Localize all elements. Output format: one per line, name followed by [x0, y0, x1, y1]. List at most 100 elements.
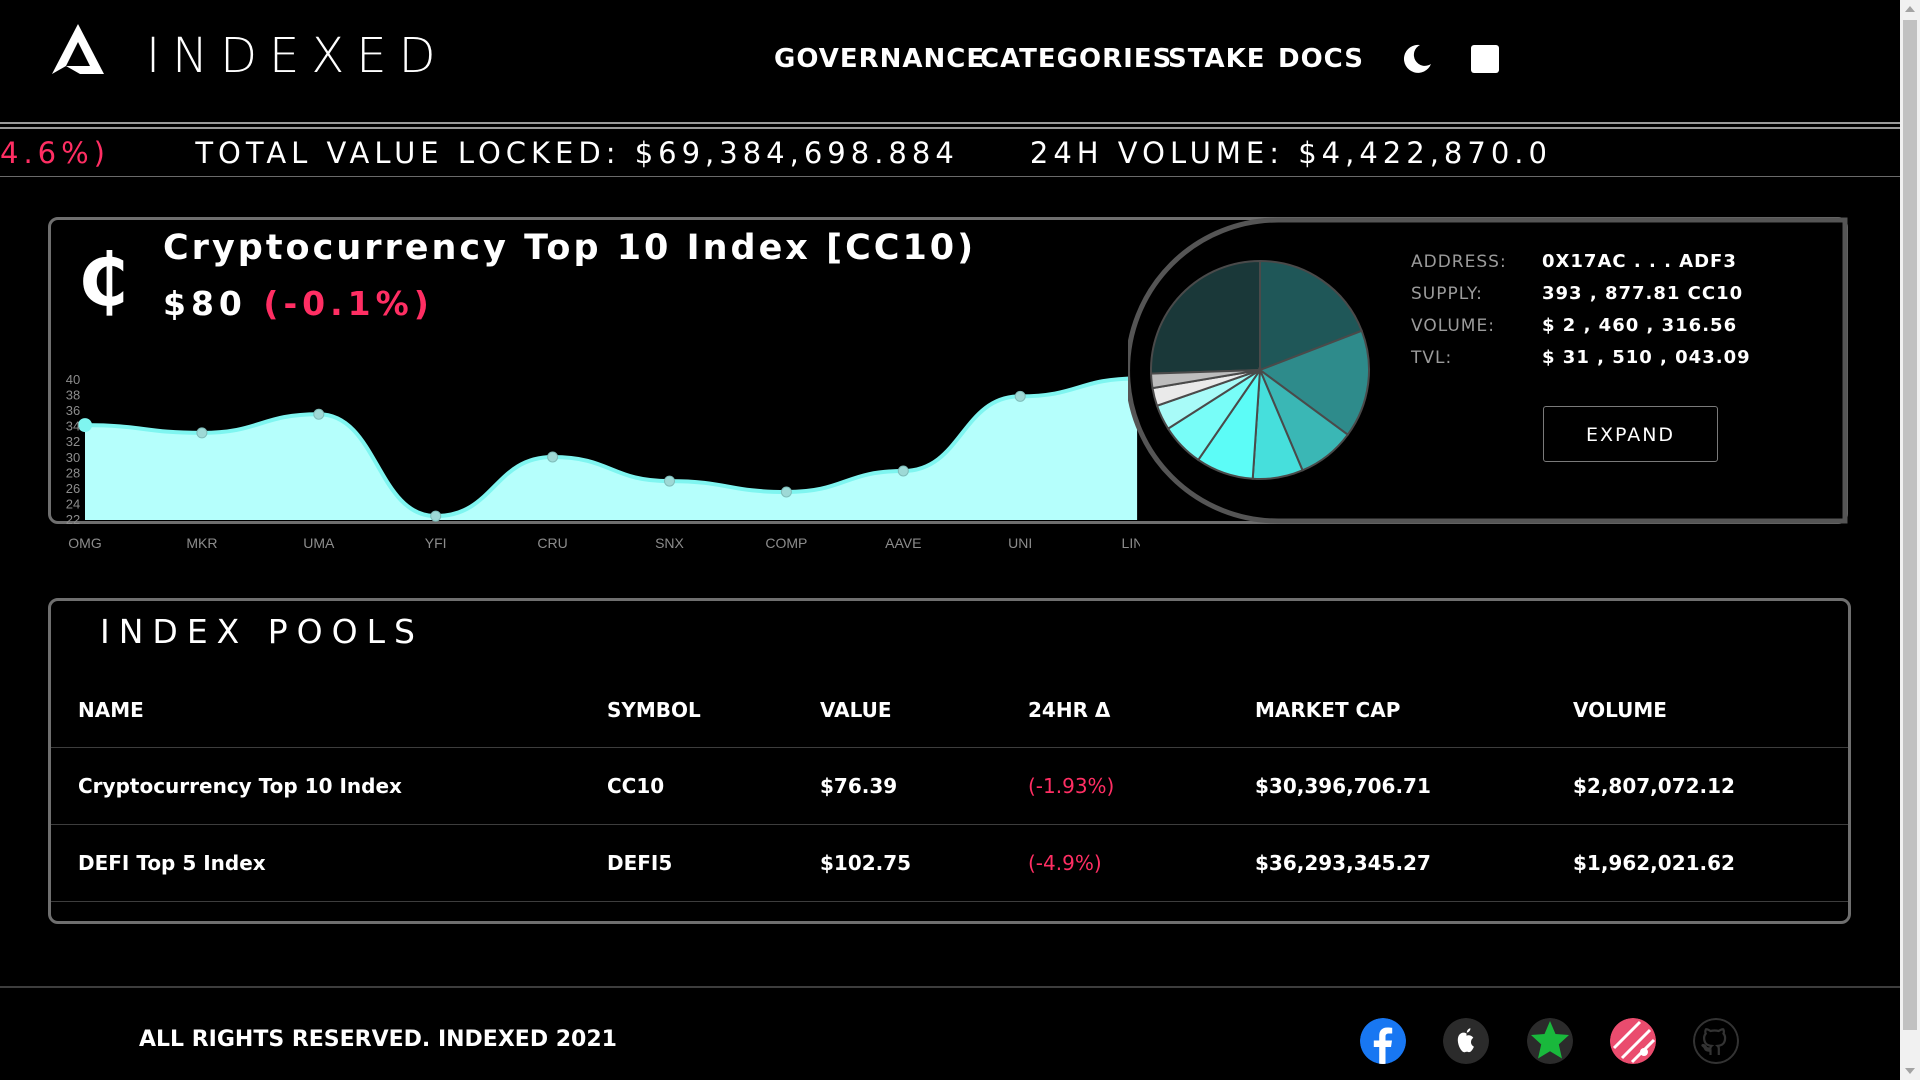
address-value: 0X17AC . . . ADF3 [1542, 251, 1737, 272]
pool-value: $102.75 [820, 851, 912, 875]
row-divider [51, 824, 1848, 825]
data-point[interactable] [547, 451, 559, 463]
volume-value: $ 2 , 460 , 316.56 [1542, 315, 1738, 336]
y-tick-label: 34 [66, 419, 80, 434]
nav-stake[interactable]: STAKE [1168, 44, 1266, 74]
pool-market-cap: $36,293,345.27 [1255, 851, 1431, 875]
square-icon[interactable] [1471, 45, 1499, 73]
x-tick-label: UMA [303, 535, 335, 551]
x-tick-label: LINK [1122, 535, 1140, 551]
scroll-up-arrow-icon[interactable] [1900, 0, 1920, 18]
tvl-label: TOTAL VALUE LOCKED: [195, 136, 621, 170]
address-label: ADDRESS: [1411, 252, 1507, 272]
pool-symbol: CC10 [607, 774, 665, 798]
divider [0, 122, 1900, 124]
scroll-down-arrow-icon[interactable] [1900, 1062, 1920, 1080]
index-title: Cryptocurrency Top 10 Index [CC10) [163, 228, 977, 268]
col-header-24hr-change[interactable]: 24HR Δ [1028, 698, 1111, 722]
y-tick-label: 24 [66, 496, 80, 511]
pool-name[interactable]: DEFI Top 5 Index [78, 851, 266, 875]
index-pools-card [48, 598, 1851, 924]
dribbble-icon[interactable] [1610, 1018, 1656, 1064]
volume-label: VOLUME: [1411, 316, 1495, 336]
facebook-icon[interactable] [1360, 1018, 1406, 1064]
data-point[interactable] [1014, 390, 1026, 402]
y-tick-label: 32 [66, 434, 80, 449]
x-tick-label: YFI [425, 535, 447, 551]
cedi-icon: ₵ [78, 238, 129, 322]
nav-docs[interactable]: DOCS [1278, 44, 1364, 74]
pie-chart [1150, 259, 1370, 480]
tvl-label: TVL: [1411, 348, 1453, 368]
data-point[interactable] [196, 427, 208, 439]
col-header-volume[interactable]: VOLUME [1573, 698, 1667, 722]
y-tick-label: 26 [66, 481, 80, 496]
pool-value: $76.39 [820, 774, 898, 798]
pie-slice[interactable] [1150, 259, 1261, 375]
area-fill [85, 378, 1138, 520]
volume-label: 24H VOLUME: [1029, 136, 1285, 170]
volume-value: $4,422,870.0 [1298, 136, 1552, 170]
ticker-change: 4.6%) [0, 136, 110, 170]
tvl-value: $ 31 , 510 , 043.09 [1542, 347, 1751, 368]
y-tick-label: 22 [66, 512, 80, 527]
row-divider [51, 901, 1848, 902]
col-header-symbol[interactable]: SYMBOL [607, 698, 701, 722]
pool-market-cap: $30,396,706.71 [1255, 774, 1431, 798]
data-point[interactable] [78, 418, 92, 433]
nav-governance[interactable]: GOVERNANCE [774, 44, 986, 74]
scrollbar-thumb[interactable] [1903, 20, 1917, 1030]
indexed-logo-icon[interactable] [50, 22, 106, 76]
apple-icon[interactable] [1443, 1018, 1489, 1064]
x-tick-label: OMG [68, 535, 101, 551]
x-tick-label: SNX [655, 535, 684, 551]
theme-toggle-moon-icon[interactable] [1400, 42, 1434, 76]
x-tick-label: CRU [537, 535, 567, 551]
col-header-name[interactable]: NAME [78, 698, 144, 722]
divider [0, 127, 1900, 129]
index-price: $80 [163, 284, 247, 323]
data-point[interactable] [664, 475, 675, 487]
pools-title: INDEX POOLS [100, 612, 424, 651]
y-tick-label: 40 [66, 372, 80, 387]
footer-copyright: ALL RIGHTS RESERVED. INDEXED 2021 [139, 1027, 617, 1052]
col-header-value[interactable]: VALUE [820, 698, 892, 722]
index-price-row: $80 (-0.1%) [163, 282, 434, 326]
stats-ticker: 4.6%) TOTAL VALUE LOCKED: $69,384,698.88… [0, 130, 1900, 176]
pool-volume: $2,807,072.12 [1573, 774, 1735, 798]
data-point[interactable] [897, 465, 909, 477]
data-point[interactable] [430, 510, 442, 522]
area-line [84, 376, 1138, 519]
tvl-value: $69,384,698.884 [634, 136, 959, 170]
supply-label: SUPPLY: [1411, 284, 1483, 304]
pie-slice[interactable] [1259, 259, 1364, 372]
col-header-market-cap[interactable]: MARKET CAP [1255, 698, 1401, 722]
data-point[interactable] [780, 486, 792, 498]
x-tick-label: COMP [765, 535, 807, 551]
pool-24hr-change: (-4.9%) [1028, 851, 1102, 875]
x-tick-label: UNI [1008, 535, 1032, 551]
star-icon[interactable] [1527, 1018, 1573, 1064]
pool-volume: $1,962,021.62 [1573, 851, 1735, 875]
pie-slice[interactable] [1150, 369, 1261, 390]
y-tick-label: 36 [66, 403, 80, 418]
y-tick-label: 28 [66, 465, 80, 480]
y-tick-label: 38 [66, 388, 80, 403]
x-tick-label: MKR [186, 535, 217, 551]
price-area-chart: OMG MKR UMA YFI CRU SNX COMP AAVE UNI LINK 2224262… [66, 372, 1140, 551]
expand-button[interactable]: EXPAND [1543, 406, 1718, 462]
index-change: (-0.1%) [263, 284, 434, 323]
pie-slice[interactable] [1257, 329, 1370, 437]
github-icon[interactable] [1693, 1018, 1739, 1064]
data-point[interactable] [313, 408, 325, 420]
footer-divider [0, 986, 1900, 988]
row-divider [51, 747, 1848, 748]
pool-24hr-change: (-1.93%) [1028, 774, 1115, 798]
x-tick-label: AAVE [885, 535, 921, 551]
y-tick-label: 30 [66, 450, 80, 465]
pool-symbol: DEFI5 [607, 851, 673, 875]
pool-name[interactable]: Cryptocurrency Top 10 Index [78, 774, 402, 798]
divider [0, 176, 1900, 177]
brand-name[interactable]: INDEXED [146, 28, 448, 84]
nav-categories[interactable]: CATEGORIES [980, 44, 1173, 74]
